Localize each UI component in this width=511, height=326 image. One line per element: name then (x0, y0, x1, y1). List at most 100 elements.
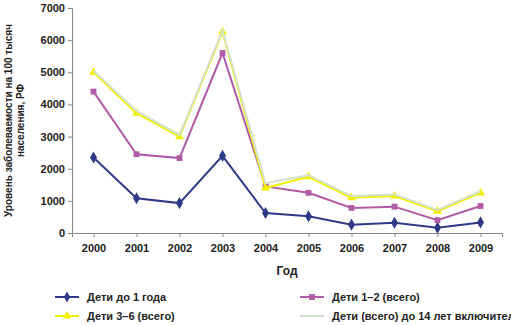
y-tick-mark (68, 104, 72, 105)
y-tick-label: 6000 (41, 34, 65, 46)
y-axis-title: Уровень заболеваемости на 100 тысячнасел… (3, 24, 26, 217)
x-tick: 2000 (82, 233, 106, 254)
y-tick-mark (68, 169, 72, 170)
y-tick: 2000 (41, 163, 72, 175)
y-tick: 6000 (41, 34, 72, 46)
x-tick: 2001 (125, 233, 149, 254)
series-marker (133, 192, 140, 204)
x-tick-mark (395, 233, 396, 237)
series-marker (262, 207, 269, 219)
legend-label: Дети 1–2 (всего) (332, 291, 420, 303)
x-tick-label: 2003 (211, 242, 235, 254)
legend: Дети до 1 года Дети 1–2 (всего) Дети 3–6 (… (55, 291, 511, 322)
x-tick-label: 2002 (168, 242, 192, 254)
legend-marker (309, 294, 315, 300)
series (90, 150, 484, 233)
y-tick-label: 1000 (41, 195, 65, 207)
y-tick: 1000 (41, 195, 72, 207)
x-tick-mark (94, 233, 95, 237)
series-marker (478, 203, 484, 209)
legend-item: Дети до 1 года (55, 291, 167, 303)
legend-marker (64, 292, 70, 303)
x-tick-label: 2001 (125, 242, 149, 254)
x-tick: 2002 (168, 233, 192, 254)
y-tick-label: 3000 (41, 131, 65, 143)
series-marker (176, 197, 183, 209)
y-tick: 0 (59, 227, 72, 239)
x-tick-mark (137, 233, 138, 237)
series-line (94, 31, 481, 210)
series-marker (90, 151, 97, 163)
series-line (94, 156, 481, 228)
x-tick-label: 2009 (469, 242, 493, 254)
series-marker (477, 216, 484, 228)
y-tick: 4000 (41, 98, 72, 110)
series (89, 27, 485, 214)
legend-item: Дети 1–2 (всего) (300, 291, 420, 303)
y-tick-mark (68, 40, 72, 41)
x-tick-label: 2000 (82, 242, 106, 254)
legend-label: Дети до 1 года (87, 291, 167, 303)
x-tick-mark (266, 233, 267, 237)
x-tick-label: 2007 (383, 242, 407, 254)
series (94, 31, 481, 210)
series (91, 50, 484, 223)
x-tick-mark (438, 233, 439, 237)
y-tick-mark (68, 8, 72, 9)
y-tick: 7000 (41, 2, 72, 14)
series-marker (177, 155, 183, 161)
x-tick-label: 2008 (426, 242, 450, 254)
y-tick-label: 4000 (41, 98, 65, 110)
legend-item: Дети 3–6 (всего) (55, 310, 175, 322)
y-tick-label: 2000 (41, 163, 65, 175)
series-marker (91, 89, 97, 95)
y-axis-line (68, 9, 73, 234)
series-line (94, 53, 481, 220)
series-marker (306, 190, 312, 196)
x-tick: 2007 (383, 233, 407, 254)
series-marker (349, 205, 355, 211)
x-tick: 2006 (340, 233, 364, 254)
y-tick-label: 5000 (41, 66, 65, 78)
x-tick: 2003 (211, 233, 235, 254)
y-tick-mark (68, 137, 72, 138)
x-tick-label: 2006 (340, 242, 364, 254)
x-tick-mark (180, 233, 181, 237)
y-tick-mark (68, 201, 72, 202)
series-marker (220, 50, 226, 56)
y-tick-label: 7000 (41, 2, 65, 14)
y-axis: 0 1000 2000 3000 4000 5000 6000 7000 (41, 2, 73, 239)
legend-line (300, 315, 324, 317)
x-axis-title: Год (277, 264, 298, 278)
series-marker (392, 204, 398, 210)
x-tick-label: 2005 (297, 242, 321, 254)
series-marker (219, 150, 226, 162)
legend-marker (63, 311, 72, 319)
series-marker (348, 219, 355, 231)
legend-label: Дети 3–6 (всего) (87, 310, 175, 322)
y-tick: 5000 (41, 66, 72, 78)
y-tick-mark (68, 233, 72, 234)
x-tick-mark (352, 233, 353, 237)
x-tick: 2004 (254, 233, 279, 254)
y-tick-mark (68, 72, 72, 73)
x-axis-line (73, 234, 503, 238)
x-tick-mark (223, 233, 224, 237)
x-tick-mark (309, 233, 310, 237)
chart: 0100020003000400050006000700020002001200… (0, 0, 511, 326)
y-tick-label: 0 (59, 227, 65, 239)
x-tick-label: 2004 (254, 242, 279, 254)
x-tick: 2005 (297, 233, 321, 254)
series-marker (134, 151, 140, 157)
plot-marks (89, 27, 485, 233)
series-line (94, 32, 481, 211)
legend-item: Дети (всего) до 14 лет включительно (300, 310, 511, 322)
x-axis: 2000 2001 2002 2003 2004 2005 2006 2007 2008 2009 (73, 233, 503, 254)
x-tick-mark (481, 233, 482, 237)
series-marker (391, 217, 398, 229)
series-marker (434, 222, 441, 233)
x-tick: 2008 (426, 233, 450, 254)
series-marker (305, 210, 312, 222)
legend-label: Дети (всего) до 14 лет включительно (332, 310, 511, 322)
series-marker (435, 217, 441, 223)
